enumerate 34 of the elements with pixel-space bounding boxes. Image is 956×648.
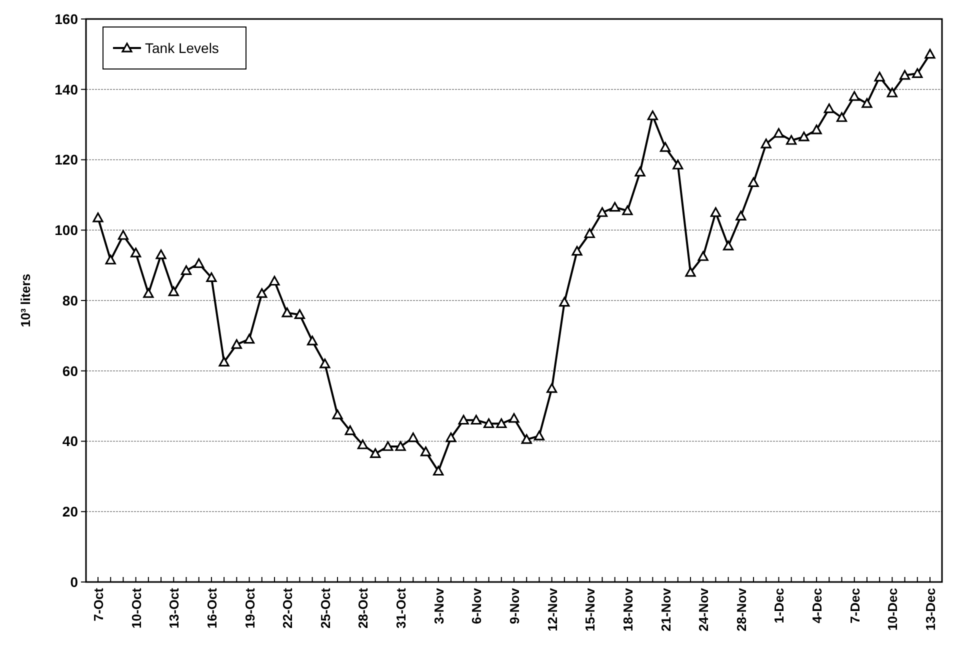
x-tick-label: 10-Dec (885, 588, 900, 631)
y-tick-label: 20 (62, 504, 78, 520)
x-tick-label: 1-Dec (772, 588, 787, 624)
y-tick-label: 100 (54, 222, 78, 238)
x-tick-label: 3-Nov (431, 587, 446, 624)
x-tick-label: 22-Oct (280, 587, 296, 628)
x-tick-label: 31-Oct (394, 587, 409, 628)
x-tick-label: 16-Oct (204, 587, 220, 628)
x-tick-label: 13-Oct (166, 587, 182, 628)
x-tick-label: 18-Nov (620, 587, 636, 632)
y-tick-label: 120 (54, 152, 78, 168)
y-tick-label: 0 (70, 574, 78, 590)
x-tick-label: 25-Oct (318, 587, 333, 628)
y-axis-title: 10³ liters (18, 274, 33, 328)
x-tick-label: 21-Nov (658, 587, 674, 632)
x-tick-label: 7-Oct (91, 587, 106, 622)
x-tick-label: 4-Dec (810, 588, 825, 624)
x-tick-label: 28-Nov (734, 587, 749, 632)
y-tick-label: 160 (54, 10, 78, 27)
x-tick-label: 15-Nov (582, 587, 598, 632)
x-tick-label: 6-Nov (469, 587, 484, 624)
x-tick-label: 28-Oct (356, 587, 371, 628)
x-tick-label: 7-Dec (847, 588, 862, 624)
y-tick-label: 80 (62, 292, 78, 308)
x-tick-label: 19-Oct (242, 587, 258, 628)
x-tick-label: 10-Oct (128, 587, 144, 628)
x-tick-label: 9-Nov (507, 587, 522, 624)
x-tick-label: 13-Dec (923, 588, 938, 631)
y-tick-label: 140 (54, 81, 78, 98)
y-tick-label: 40 (62, 433, 78, 450)
x-tick-label: 12-Nov (544, 587, 560, 632)
legend-label: Tank Levels (145, 40, 219, 56)
y-tick-label: 60 (62, 362, 78, 379)
x-tick-label: 24-Nov (696, 587, 712, 632)
